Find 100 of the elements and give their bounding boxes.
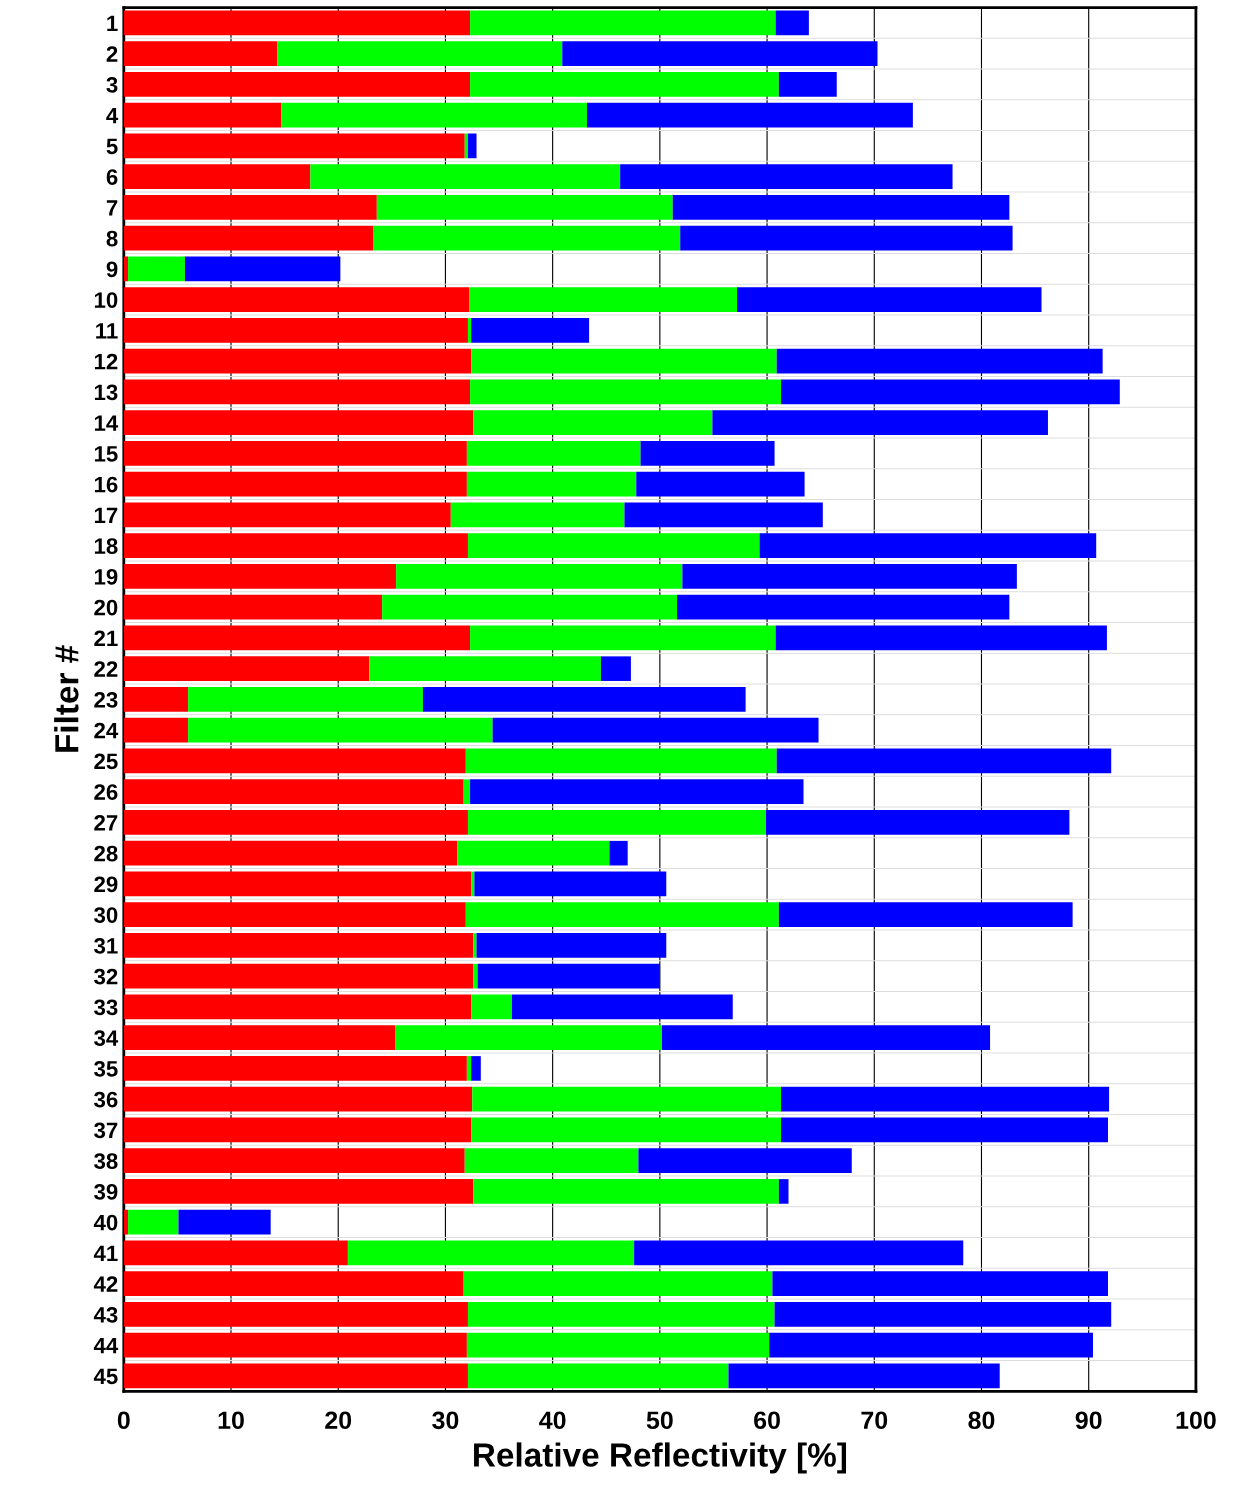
bar bbox=[277, 41, 563, 66]
y-tick-label: 27 bbox=[94, 814, 118, 831]
bar bbox=[680, 225, 1013, 251]
y-tick-label: 33 bbox=[94, 999, 118, 1016]
bar bbox=[562, 41, 878, 66]
bar bbox=[775, 10, 809, 36]
bar bbox=[281, 102, 587, 128]
bar bbox=[123, 840, 458, 866]
x-axis-title: Relative Reflectivity [%] bbox=[474, 1442, 847, 1474]
x-tick-label: 80 bbox=[968, 1411, 995, 1430]
bar bbox=[123, 1363, 468, 1389]
bar bbox=[123, 287, 470, 312]
bar bbox=[765, 810, 1070, 835]
bar bbox=[123, 533, 468, 558]
bar bbox=[178, 1209, 271, 1235]
bar bbox=[123, 564, 397, 589]
bar bbox=[776, 348, 1103, 374]
bar bbox=[471, 871, 475, 897]
bar bbox=[471, 1056, 481, 1081]
bar bbox=[471, 348, 777, 374]
y-tick-label: 14 bbox=[94, 415, 119, 431]
bar bbox=[470, 72, 779, 97]
x-tick-label: 100 bbox=[1176, 1411, 1216, 1430]
bar bbox=[473, 410, 713, 435]
bar bbox=[467, 318, 472, 343]
bar bbox=[781, 379, 1120, 405]
bar bbox=[123, 1209, 129, 1235]
bar bbox=[464, 1148, 639, 1173]
bar bbox=[778, 902, 1073, 927]
bar bbox=[737, 287, 1042, 312]
bar bbox=[123, 1056, 467, 1081]
bar bbox=[473, 933, 477, 958]
bar bbox=[123, 1148, 465, 1173]
bar bbox=[123, 1179, 474, 1204]
x-tick-label: 70 bbox=[861, 1411, 888, 1430]
bar bbox=[728, 1363, 1000, 1389]
bar bbox=[184, 256, 341, 282]
bar bbox=[471, 994, 512, 1020]
bar bbox=[123, 133, 465, 159]
y-tick-label: 10 bbox=[94, 292, 118, 308]
bar bbox=[123, 779, 464, 804]
y-tick-label: 41 bbox=[93, 1245, 118, 1261]
bar bbox=[776, 748, 1112, 774]
y-tick-label: 31 bbox=[94, 937, 118, 954]
bar bbox=[188, 717, 493, 743]
bar bbox=[123, 441, 467, 466]
bar bbox=[463, 1271, 773, 1296]
y-tick-label: 20 bbox=[94, 599, 118, 616]
y-tick-label: 22 bbox=[94, 661, 118, 677]
bar bbox=[123, 225, 374, 251]
bar bbox=[123, 933, 474, 958]
bar bbox=[638, 1148, 852, 1173]
y-tick-label: 37 bbox=[94, 1122, 118, 1139]
bar bbox=[123, 195, 377, 220]
bar bbox=[128, 256, 185, 282]
bar bbox=[662, 1025, 991, 1050]
bar bbox=[778, 1179, 789, 1204]
bar bbox=[123, 72, 471, 97]
bar bbox=[466, 1056, 472, 1081]
bar bbox=[636, 471, 805, 497]
bar bbox=[382, 594, 678, 620]
y-tick-label: 34 bbox=[94, 1030, 119, 1046]
bar bbox=[123, 902, 466, 927]
y-tick-label: 7 bbox=[106, 200, 118, 216]
bar bbox=[123, 1332, 467, 1358]
y-tick-label: 45 bbox=[93, 1368, 118, 1385]
y-tick-label: 23 bbox=[94, 691, 118, 708]
y-tick-label: 8 bbox=[106, 230, 118, 247]
bar bbox=[123, 164, 311, 189]
y-tick-label: 18 bbox=[94, 538, 118, 554]
bar bbox=[772, 1271, 1108, 1296]
bar bbox=[422, 687, 746, 712]
bar bbox=[123, 1302, 468, 1327]
bar bbox=[467, 810, 766, 835]
y-tick-label: 3 bbox=[106, 76, 118, 93]
bar bbox=[672, 195, 1010, 220]
bar bbox=[123, 994, 472, 1020]
y-tick-label: 26 bbox=[94, 784, 118, 800]
bar bbox=[123, 318, 468, 343]
y-tick-label: 29 bbox=[94, 876, 118, 893]
bar bbox=[472, 1086, 781, 1112]
bar bbox=[123, 256, 129, 282]
bar bbox=[465, 748, 777, 774]
y-tick-label: 25 bbox=[94, 753, 118, 770]
bar bbox=[123, 471, 467, 497]
bar bbox=[682, 564, 1017, 589]
bar bbox=[586, 102, 913, 128]
bar bbox=[769, 1332, 1093, 1358]
bar bbox=[609, 840, 628, 866]
bar bbox=[620, 164, 953, 189]
bar bbox=[467, 1302, 775, 1327]
bar bbox=[778, 72, 837, 97]
bar bbox=[465, 902, 779, 927]
bar bbox=[774, 1302, 1112, 1327]
y-tick-label: 44 bbox=[93, 1337, 119, 1354]
bar bbox=[123, 871, 472, 897]
bar bbox=[759, 533, 1097, 558]
y-axis-title: Filter # bbox=[54, 645, 79, 752]
bar bbox=[123, 379, 471, 405]
bar bbox=[511, 994, 733, 1020]
